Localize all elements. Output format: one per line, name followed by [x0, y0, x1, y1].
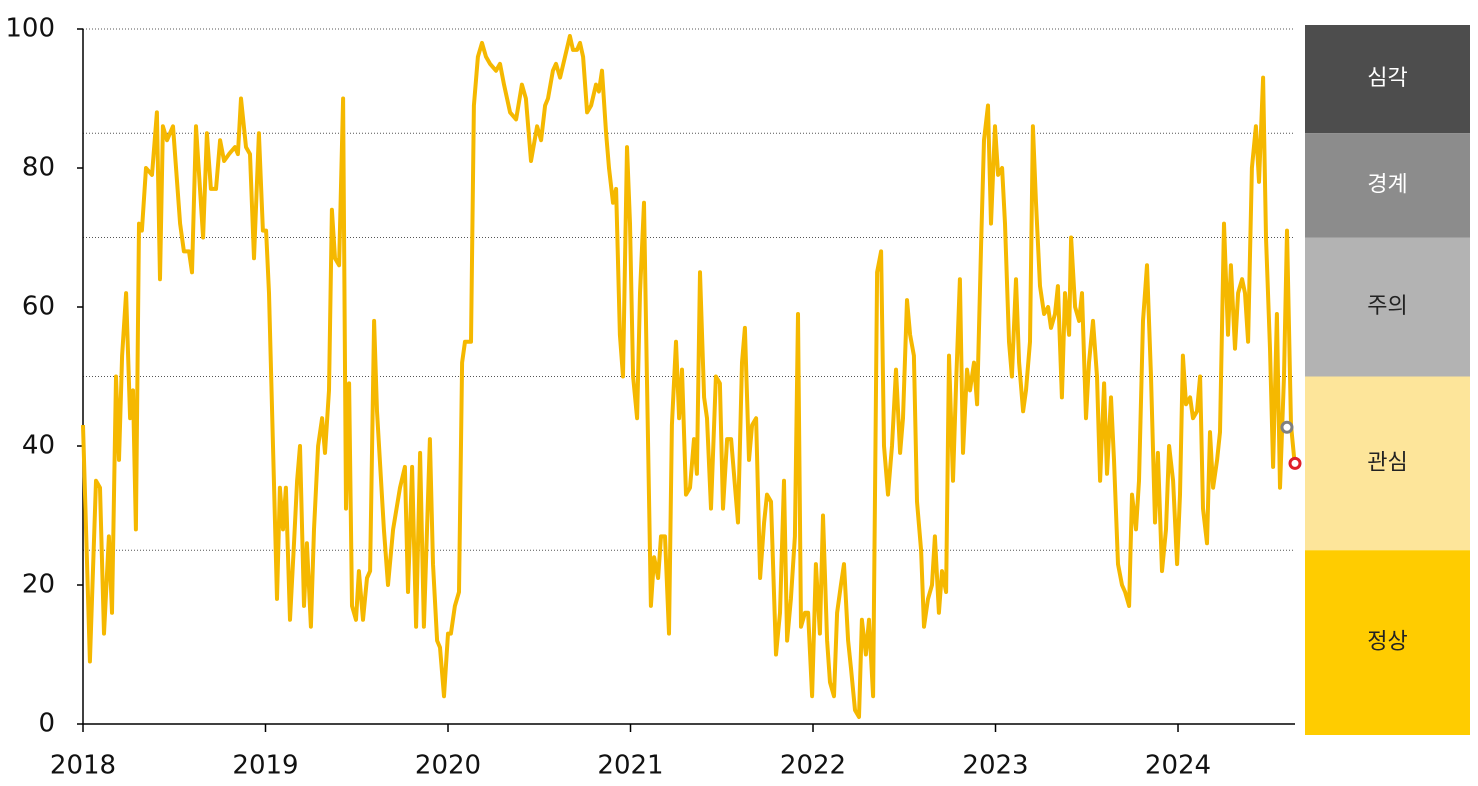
level-label: 관심 [1367, 450, 1407, 475]
end-marker [1280, 420, 1294, 434]
level-band [1305, 133, 1470, 238]
x-tick-label: 2019 [232, 751, 298, 781]
level-band [1305, 237, 1470, 377]
y-tick-label: 100 [5, 14, 55, 44]
y-tick-label: 80 [22, 153, 55, 183]
x-tick-label: 2020 [415, 751, 481, 781]
x-tick-label: 2024 [1145, 751, 1211, 781]
data-line [81, 34, 1297, 719]
level-label: 심각 [1367, 66, 1407, 91]
level-label: 정상 [1367, 630, 1407, 655]
x-tick-label: 2023 [962, 751, 1028, 781]
level-band [1305, 376, 1470, 551]
x-tick-label: 2021 [597, 751, 663, 781]
level-label: 주의 [1367, 294, 1407, 319]
x-tick-label: 2022 [780, 751, 846, 781]
end-marker [1288, 456, 1302, 470]
y-tick-label: 40 [22, 431, 55, 461]
level-band [1305, 550, 1470, 735]
y-tick-label: 20 [22, 570, 55, 600]
x-tick-label: 2018 [50, 751, 116, 781]
level-label: 경계 [1367, 172, 1407, 197]
y-tick-label: 0 [38, 709, 55, 739]
y-tick-label: 60 [22, 292, 55, 322]
level-band [1305, 25, 1470, 134]
